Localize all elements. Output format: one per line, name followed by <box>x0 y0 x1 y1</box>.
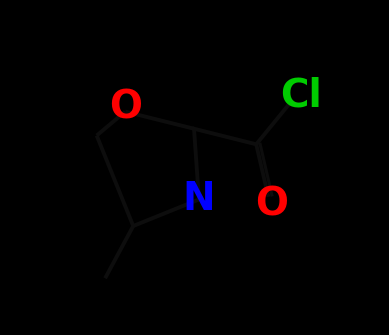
Text: O: O <box>109 89 142 127</box>
Text: O: O <box>255 186 288 223</box>
Text: Cl: Cl <box>280 77 322 115</box>
Text: N: N <box>183 181 215 218</box>
